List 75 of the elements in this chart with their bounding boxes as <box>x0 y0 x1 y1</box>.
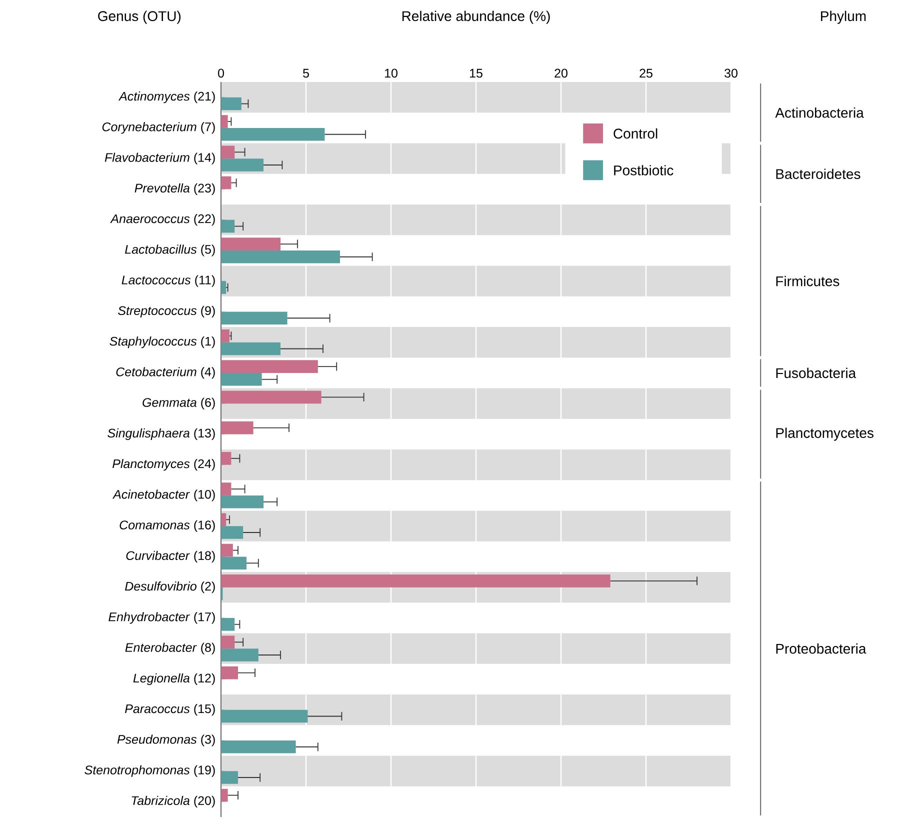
bar <box>221 97 242 110</box>
bar <box>221 574 610 588</box>
x-tick-label: 0 <box>218 68 224 78</box>
legend-label: Postbiotic <box>614 165 674 176</box>
text: Bacteroidetes <box>776 168 860 180</box>
y-tick-label: Enterobacter (8) <box>125 642 215 654</box>
y-tick-label: Desulfovibrio (2) <box>125 581 215 594</box>
x-tick-label: 15 <box>470 68 482 78</box>
y-tick-label: Cetobacterium (4) <box>116 367 215 379</box>
y-tick-label: Anaerococcus (22) <box>110 214 215 226</box>
bar <box>221 618 235 631</box>
y-tick-label: Singulisphaera (13) <box>108 428 215 440</box>
y-tick-label: Staphylococcus (1) <box>110 336 215 348</box>
bar <box>221 146 235 159</box>
y-tick-label: Streptococcus (9) <box>118 306 215 318</box>
bar <box>221 390 322 404</box>
y-tick-label: Actinomyces (21) <box>118 91 215 104</box>
text: Planctomycetes <box>776 428 874 441</box>
bar <box>221 220 235 233</box>
bar <box>221 360 318 373</box>
y-tick-label: Flavobacterium (14) <box>104 152 215 164</box>
bar <box>221 281 226 294</box>
x-tick-label: 10 <box>385 68 398 78</box>
y-tick-label: Comamonas (16) <box>120 520 215 532</box>
bar <box>221 648 258 662</box>
bar <box>221 710 308 723</box>
bar <box>221 342 280 356</box>
y-tick-label: Prevotella (23) <box>134 183 215 196</box>
y-tick-label: Acinetobacter (10) <box>112 490 215 502</box>
y-tick-label: Stenotrophomonas (19) <box>84 765 215 777</box>
y-tick-label: Pseudomonas (3) <box>117 734 215 746</box>
y-tick-label: Paracoccus (15) <box>125 704 215 716</box>
y-tick-label: Planctomyces (24) <box>112 458 215 471</box>
text: Proteobacteria <box>776 643 866 654</box>
y-tick-label: Corynebacterium (7) <box>102 122 215 134</box>
bar <box>221 788 228 802</box>
text: Fusobacteria <box>776 368 856 378</box>
bar <box>221 544 233 557</box>
bar <box>221 158 264 172</box>
bar <box>221 421 254 434</box>
bar <box>221 238 280 250</box>
bar <box>221 495 264 508</box>
bar <box>221 556 246 570</box>
y-tick-label: Tabrizicola (20) <box>132 796 215 808</box>
x-tick-label: 30 <box>724 68 738 78</box>
bar <box>221 452 232 465</box>
bar <box>221 115 228 128</box>
y-tick-label: Legionella (12) <box>133 673 215 686</box>
x-axis-title: Relative abundance (%) <box>402 10 550 24</box>
bar <box>221 526 244 539</box>
bar <box>221 771 238 784</box>
y-tick-label: Lactobacillus (5) <box>125 244 215 256</box>
x-tick-label: 25 <box>640 68 652 78</box>
bar <box>221 128 325 141</box>
y-axis-title: Genus (OTU) <box>98 10 181 24</box>
y-tick-label: Gemmata (6) <box>142 398 215 410</box>
bar <box>221 482 232 496</box>
bar <box>221 176 232 190</box>
bar <box>221 740 296 754</box>
bar <box>221 250 340 264</box>
bar <box>221 312 288 325</box>
bar <box>221 329 230 342</box>
bar <box>221 372 262 386</box>
text: Phylum <box>821 10 866 24</box>
legend-label: Control <box>614 128 658 139</box>
y-tick-label: Lactococcus (11) <box>122 275 215 287</box>
bar <box>221 636 235 649</box>
text: Firmicutes <box>776 276 840 286</box>
text: Actinobacteria <box>775 107 864 118</box>
y-tick-label: Enhydrobacter (17) <box>108 612 215 624</box>
x-tick-label: 5 <box>303 68 309 78</box>
bar <box>221 513 226 526</box>
y-tick-label: Curvibacter (18) <box>126 550 215 563</box>
bar <box>221 666 238 680</box>
x-tick-label: 20 <box>554 68 568 78</box>
